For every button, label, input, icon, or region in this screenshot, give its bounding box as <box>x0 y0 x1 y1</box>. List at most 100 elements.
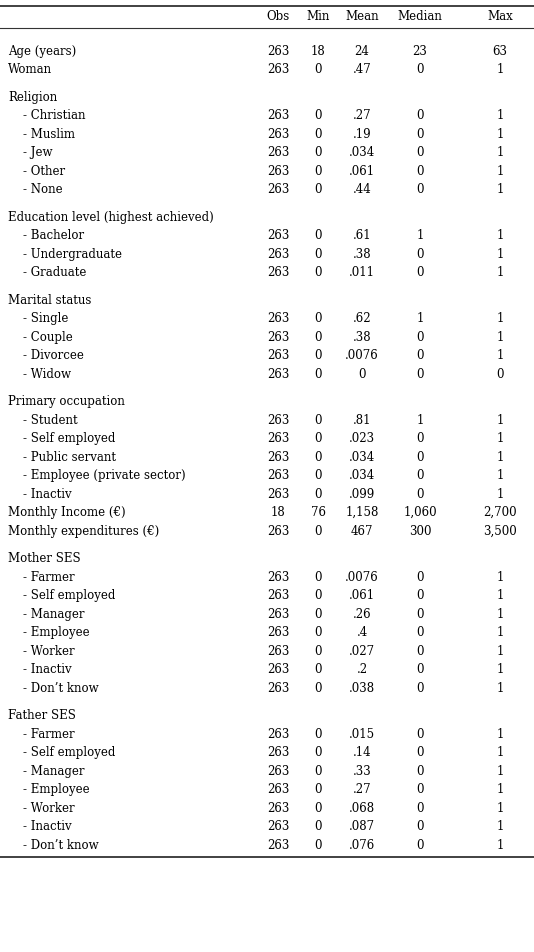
Text: - Single: - Single <box>8 312 68 326</box>
Text: - Graduate: - Graduate <box>8 267 87 279</box>
Text: 263: 263 <box>267 248 289 261</box>
Text: 1: 1 <box>496 746 504 760</box>
Text: - Bachelor: - Bachelor <box>8 229 84 242</box>
Text: 0: 0 <box>314 109 322 122</box>
Text: 263: 263 <box>267 128 289 141</box>
Text: 0: 0 <box>314 839 322 852</box>
Text: 0: 0 <box>416 367 424 381</box>
Text: .034: .034 <box>349 147 375 159</box>
Text: 263: 263 <box>267 645 289 658</box>
Text: 0: 0 <box>496 367 504 381</box>
Text: 263: 263 <box>267 367 289 381</box>
Text: 0: 0 <box>314 469 322 483</box>
Text: 1: 1 <box>496 349 504 363</box>
Text: 0: 0 <box>416 183 424 196</box>
Text: Primary occupation: Primary occupation <box>8 395 125 408</box>
Text: 0: 0 <box>314 312 322 326</box>
Text: .47: .47 <box>352 63 371 76</box>
Text: 263: 263 <box>267 626 289 639</box>
Text: 0: 0 <box>314 487 322 501</box>
Text: - Inactiv: - Inactiv <box>8 821 72 833</box>
Text: - Farmer: - Farmer <box>8 727 75 741</box>
Text: 1: 1 <box>496 469 504 483</box>
Text: 0: 0 <box>416 764 424 778</box>
Text: Age (years): Age (years) <box>8 45 76 58</box>
Text: 0: 0 <box>314 330 322 344</box>
Text: 1: 1 <box>496 821 504 833</box>
Text: 0: 0 <box>314 802 322 815</box>
Text: 467: 467 <box>351 525 373 538</box>
Text: 1: 1 <box>496 147 504 159</box>
Text: 1: 1 <box>496 330 504 344</box>
Text: - Public servant: - Public servant <box>8 450 116 464</box>
Text: 1: 1 <box>496 682 504 695</box>
Text: Education level (highest achieved): Education level (highest achieved) <box>8 210 214 224</box>
Text: 263: 263 <box>267 330 289 344</box>
Text: - Manager: - Manager <box>8 764 84 778</box>
Text: 1: 1 <box>496 183 504 196</box>
Text: 0: 0 <box>314 664 322 676</box>
Text: - Worker: - Worker <box>8 802 75 815</box>
Text: Monthly expenditures (€): Monthly expenditures (€) <box>8 525 159 538</box>
Text: 0: 0 <box>416 589 424 603</box>
Text: 0: 0 <box>416 839 424 852</box>
Text: 0: 0 <box>314 229 322 242</box>
Text: .27: .27 <box>352 783 371 796</box>
Text: - Inactiv: - Inactiv <box>8 487 72 501</box>
Text: .61: .61 <box>352 229 371 242</box>
Text: 0: 0 <box>416 746 424 760</box>
Text: Father SES: Father SES <box>8 709 76 723</box>
Text: 76: 76 <box>310 506 326 519</box>
Text: 263: 263 <box>267 802 289 815</box>
Text: .061: .061 <box>349 165 375 178</box>
Text: Max: Max <box>487 10 513 24</box>
Text: 263: 263 <box>267 183 289 196</box>
Text: - Jew: - Jew <box>8 147 52 159</box>
Text: 0: 0 <box>314 63 322 76</box>
Text: 0: 0 <box>358 367 366 381</box>
Text: - Undergraduate: - Undergraduate <box>8 248 122 261</box>
Text: .068: .068 <box>349 802 375 815</box>
Text: 1,060: 1,060 <box>403 506 437 519</box>
Text: .011: .011 <box>349 267 375 279</box>
Text: 0: 0 <box>416 450 424 464</box>
Text: 0: 0 <box>416 267 424 279</box>
Text: 0: 0 <box>314 267 322 279</box>
Text: 0: 0 <box>416 432 424 446</box>
Text: 0: 0 <box>314 626 322 639</box>
Text: 263: 263 <box>267 45 289 58</box>
Text: 1: 1 <box>496 839 504 852</box>
Text: 263: 263 <box>267 414 289 426</box>
Text: 263: 263 <box>267 487 289 501</box>
Text: Mother SES: Mother SES <box>8 552 81 565</box>
Text: .62: .62 <box>352 312 371 326</box>
Text: .19: .19 <box>352 128 371 141</box>
Text: 263: 263 <box>267 267 289 279</box>
Text: - Self employed: - Self employed <box>8 746 115 760</box>
Text: .2: .2 <box>356 664 367 676</box>
Text: 263: 263 <box>267 147 289 159</box>
Text: 0: 0 <box>314 450 322 464</box>
Text: 0: 0 <box>416 607 424 621</box>
Text: 263: 263 <box>267 764 289 778</box>
Text: 0: 0 <box>314 367 322 381</box>
Text: 1: 1 <box>496 487 504 501</box>
Text: 0: 0 <box>416 330 424 344</box>
Text: .0076: .0076 <box>345 349 379 363</box>
Text: 24: 24 <box>355 45 370 58</box>
Text: .023: .023 <box>349 432 375 446</box>
Text: 263: 263 <box>267 312 289 326</box>
Text: 18: 18 <box>271 506 285 519</box>
Text: 0: 0 <box>416 248 424 261</box>
Text: .034: .034 <box>349 469 375 483</box>
Text: 263: 263 <box>267 525 289 538</box>
Text: Obs: Obs <box>266 10 289 24</box>
Text: 0: 0 <box>314 349 322 363</box>
Text: 263: 263 <box>267 783 289 796</box>
Text: 0: 0 <box>314 783 322 796</box>
Text: .099: .099 <box>349 487 375 501</box>
Text: 1: 1 <box>417 414 423 426</box>
Text: - Couple: - Couple <box>8 330 73 344</box>
Text: Median: Median <box>397 10 443 24</box>
Text: 263: 263 <box>267 229 289 242</box>
